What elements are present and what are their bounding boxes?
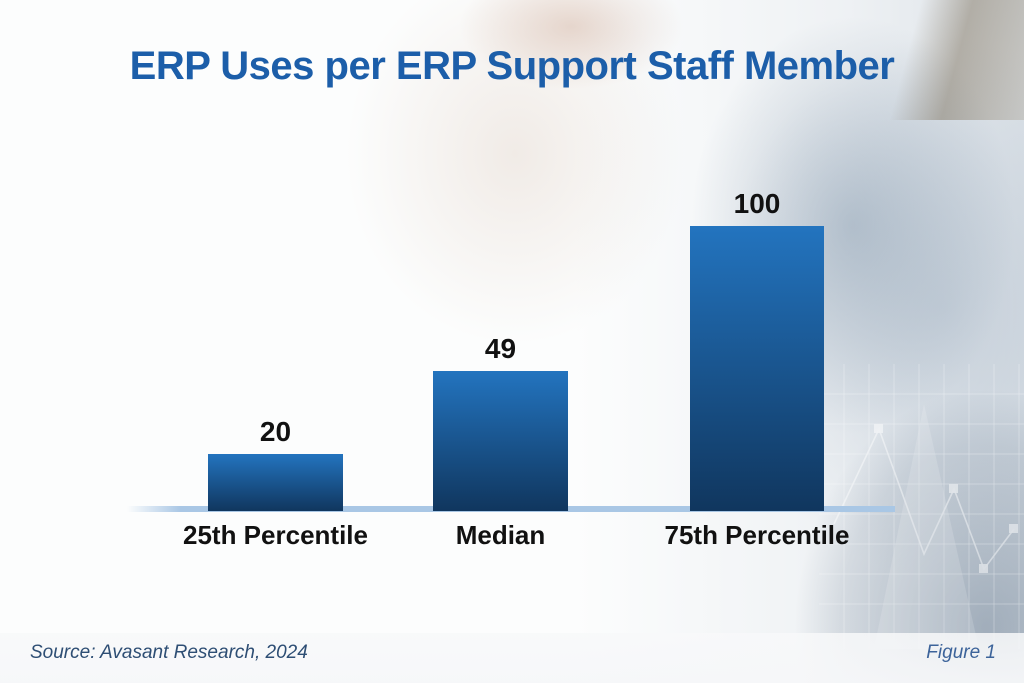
bar-value-label: 100 xyxy=(733,188,781,219)
bar-value-label: 20 xyxy=(259,416,292,447)
figure-label: Figure 1 xyxy=(926,642,996,663)
category-label: Median xyxy=(455,520,546,550)
bar-75th-percentile xyxy=(690,226,824,511)
chart-title: ERP Uses per ERP Support Staff Member xyxy=(129,44,895,88)
source-note: Source: Avasant Research, 2024 xyxy=(30,642,308,663)
bar-median xyxy=(433,371,568,511)
category-label: 25th Percentile xyxy=(183,520,368,550)
bar-value-label: 49 xyxy=(484,333,517,364)
bar-25th-percentile xyxy=(208,454,343,511)
category-label: 75th Percentile xyxy=(664,520,850,550)
